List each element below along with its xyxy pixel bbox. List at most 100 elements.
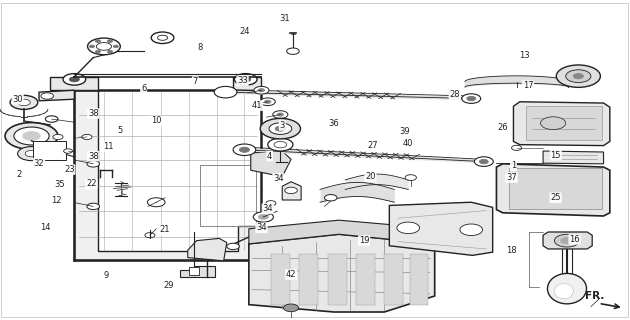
Circle shape [158, 35, 168, 40]
Circle shape [397, 222, 420, 234]
Circle shape [460, 224, 483, 236]
Circle shape [573, 74, 583, 79]
Circle shape [253, 212, 273, 222]
Text: 22: 22 [86, 180, 96, 188]
Circle shape [462, 94, 481, 103]
Circle shape [108, 50, 113, 53]
Bar [33, 141, 66, 160]
Text: 39: 39 [399, 127, 410, 136]
Circle shape [113, 45, 118, 48]
Circle shape [96, 40, 101, 43]
Polygon shape [180, 266, 215, 277]
Text: FR.: FR. [585, 291, 604, 301]
Circle shape [63, 74, 86, 85]
Text: 35: 35 [55, 180, 65, 189]
Text: 33: 33 [237, 76, 248, 85]
Circle shape [89, 45, 94, 48]
Polygon shape [282, 182, 301, 200]
Circle shape [566, 70, 591, 83]
Text: 30: 30 [13, 95, 23, 104]
Circle shape [108, 40, 113, 43]
Text: 21: 21 [160, 225, 170, 234]
Circle shape [268, 138, 293, 151]
Bar [200, 165, 256, 226]
Bar [526, 106, 602, 140]
Polygon shape [249, 234, 435, 312]
Text: 8: 8 [198, 43, 203, 52]
Circle shape [324, 195, 337, 201]
Circle shape [254, 86, 269, 94]
Circle shape [87, 203, 100, 210]
Circle shape [234, 74, 257, 85]
Polygon shape [251, 151, 291, 177]
Circle shape [145, 233, 155, 238]
Circle shape [241, 77, 251, 82]
Text: 24: 24 [239, 27, 249, 36]
Text: 38: 38 [88, 109, 99, 118]
Text: 34: 34 [273, 174, 284, 183]
Ellipse shape [585, 172, 597, 176]
Circle shape [405, 175, 416, 180]
Text: 34: 34 [256, 223, 266, 232]
Text: 13: 13 [519, 51, 529, 60]
Circle shape [474, 157, 493, 166]
Circle shape [25, 150, 38, 157]
Text: 37: 37 [506, 173, 517, 182]
Bar [299, 254, 318, 305]
Polygon shape [513, 102, 610, 146]
Text: 12: 12 [52, 196, 62, 205]
Circle shape [479, 159, 488, 164]
Circle shape [554, 234, 580, 247]
Text: 16: 16 [570, 235, 580, 244]
Text: 38: 38 [88, 152, 99, 161]
Bar [509, 168, 602, 209]
Circle shape [273, 111, 288, 118]
Circle shape [541, 117, 566, 130]
Circle shape [96, 43, 112, 50]
Ellipse shape [516, 172, 527, 176]
Text: 34: 34 [263, 204, 273, 213]
Circle shape [14, 127, 49, 145]
Text: 18: 18 [507, 246, 517, 255]
Text: 26: 26 [498, 123, 508, 132]
Circle shape [284, 304, 299, 312]
Polygon shape [496, 164, 610, 216]
Text: 4: 4 [267, 152, 272, 161]
Bar [328, 254, 347, 305]
Circle shape [5, 123, 58, 149]
Circle shape [10, 95, 38, 109]
Bar [410, 254, 428, 305]
Circle shape [23, 132, 40, 140]
Text: 41: 41 [252, 101, 262, 110]
Text: 25: 25 [551, 193, 561, 202]
Polygon shape [543, 151, 604, 164]
Ellipse shape [585, 201, 597, 205]
Ellipse shape [547, 273, 587, 304]
Text: 19: 19 [359, 236, 369, 245]
Circle shape [512, 145, 522, 150]
Polygon shape [50, 77, 98, 90]
Text: 11: 11 [103, 142, 113, 151]
Circle shape [561, 237, 573, 244]
Circle shape [274, 141, 287, 148]
Circle shape [265, 100, 271, 103]
Bar [271, 254, 290, 305]
Text: 15: 15 [551, 151, 561, 160]
Polygon shape [249, 220, 435, 250]
Polygon shape [74, 90, 261, 260]
Bar [189, 267, 199, 275]
Circle shape [258, 214, 268, 220]
Bar [384, 254, 403, 305]
Text: 32: 32 [34, 159, 44, 168]
Circle shape [233, 144, 256, 156]
Circle shape [266, 201, 276, 206]
Circle shape [260, 118, 301, 139]
Circle shape [275, 126, 285, 131]
Circle shape [556, 65, 600, 87]
Text: 40: 40 [403, 139, 413, 148]
Circle shape [285, 187, 297, 194]
Text: 31: 31 [280, 14, 290, 23]
Circle shape [41, 93, 54, 99]
Text: 6: 6 [141, 84, 146, 93]
Circle shape [239, 147, 249, 152]
